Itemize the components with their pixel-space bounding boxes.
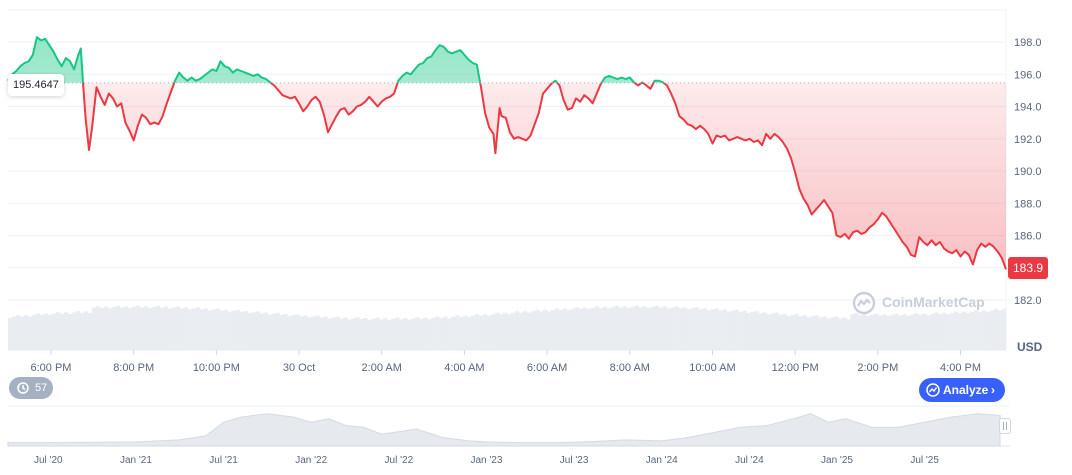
navigator-tick-label: Jul '25 — [910, 455, 939, 466]
navigator-x-axis: Jul '20 Jan '21 Jul '21 Jan '22 Jul '22 Jan '… — [34, 455, 939, 466]
coinmarketcap-watermark: CoinMarketCap — [852, 291, 1002, 315]
y-tick-label: 188.0 — [1014, 198, 1042, 210]
y-tick-label: 196.0 — [1014, 69, 1042, 81]
navigator-tick-label: Jan '24 — [646, 455, 678, 466]
x-tick-label: 12:00 PM — [772, 362, 819, 374]
watermark-text: CoinMarketCap — [882, 294, 985, 310]
x-tick-label: 2:00 PM — [857, 362, 898, 374]
x-tick-label: 10:00 AM — [689, 362, 735, 374]
price-line — [7, 36, 1007, 270]
navigator-tick-label: Jul '21 — [209, 455, 238, 466]
x-tick-label: 2:00 AM — [362, 362, 402, 374]
y-tick-label: 190.0 — [1014, 166, 1042, 178]
navigator-tick-label: Jan '21 — [120, 455, 152, 466]
analyze-button[interactable]: Analyze › — [919, 378, 1005, 402]
x-tick-label: 6:00 AM — [527, 362, 567, 374]
navigator-right-handle[interactable] — [999, 418, 1011, 434]
x-tick-label: 30 Oct — [283, 362, 315, 374]
x-axis: 6:00 PM 8:00 PM 10:00 PM 30 Oct 2:00 AM 4:00 … — [31, 350, 981, 374]
x-tick-label: 4:00 PM — [940, 362, 981, 374]
coinmarketcap-logo-icon — [852, 291, 876, 315]
navigator-tick-label: Jul '22 — [385, 455, 414, 466]
reference-price-label: 195.4647 — [8, 74, 64, 96]
y-tick-label: 182.0 — [1014, 295, 1042, 307]
navigator-tick-label: Jan '22 — [295, 455, 327, 466]
price-line-down — [82, 82, 1007, 270]
navigator-tick-label: Jan '23 — [471, 455, 503, 466]
chevron-right-icon: › — [991, 383, 995, 397]
y-tick-label: 186.0 — [1014, 231, 1042, 243]
price-area — [8, 37, 1006, 270]
last-price-label: 183.9 — [1008, 257, 1048, 279]
navigator-tick-label: Jul '20 — [34, 455, 63, 466]
y-tick-label: 192.0 — [1014, 134, 1042, 146]
y-tick-label: 194.0 — [1014, 102, 1042, 114]
x-tick-label: 6:00 PM — [31, 362, 72, 374]
history-count: 57 — [35, 382, 48, 394]
x-tick-label: 8:00 PM — [113, 362, 154, 374]
navigator-tick-label: Jan '25 — [821, 455, 853, 466]
analyze-button-label: Analyze — [943, 383, 989, 397]
navigator-tick-label: Jul '24 — [735, 455, 764, 466]
x-tick-label: 8:00 AM — [610, 362, 650, 374]
volume-bars — [8, 305, 1007, 350]
y-tick-label: 198.0 — [1014, 37, 1042, 49]
navigator-tick-label: Jul '23 — [560, 455, 589, 466]
history-icon — [17, 382, 29, 394]
currency-unit-label: USD — [1017, 340, 1043, 354]
history-count-pill[interactable]: 57 — [9, 377, 53, 399]
range-navigator[interactable] — [7, 405, 1010, 447]
x-tick-label: 4:00 AM — [444, 362, 484, 374]
x-tick-label: 10:00 PM — [193, 362, 240, 374]
analyze-icon — [926, 383, 940, 397]
navigator-area — [7, 413, 1001, 447]
